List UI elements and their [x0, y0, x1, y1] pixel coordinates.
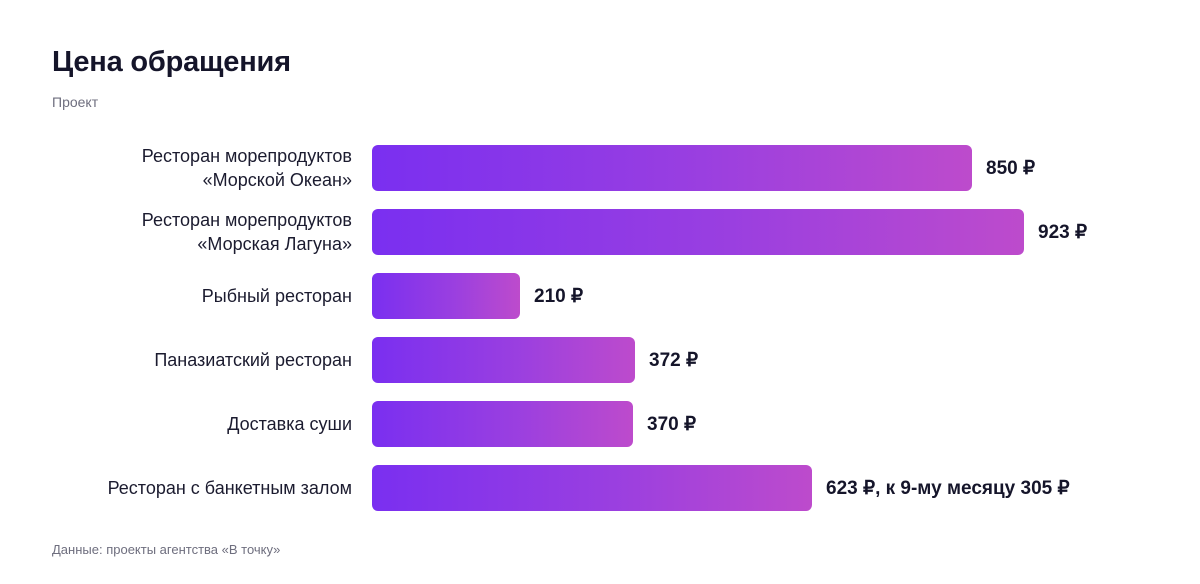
bar: [372, 401, 633, 447]
value-label: 923 ₽: [1038, 221, 1088, 243]
data-source-note: Данные: проекты агентства «В точку»: [52, 542, 281, 557]
value-label: 370 ₽: [647, 413, 697, 435]
bar: [372, 273, 520, 319]
bar-row: Рыбный ресторан 210 ₽: [0, 273, 1200, 319]
value-label: 623 ₽, к 9-му месяцу 305 ₽: [826, 477, 1070, 499]
category-label: Ресторан морепродуктов «Морская Лагуна»: [141, 210, 352, 254]
category-label: Рыбный ресторан: [201, 286, 352, 306]
value-label: 210 ₽: [534, 285, 584, 307]
bar: [372, 145, 972, 191]
bar-row: Ресторан морепродуктов «Морской Океан» 85…: [0, 145, 1200, 191]
bar-row: Доставка суши 370 ₽: [0, 401, 1200, 447]
bar-row: Паназиатский ресторан 372 ₽: [0, 337, 1200, 383]
bar: [372, 209, 1024, 255]
bar-row: Ресторан морепродуктов «Морская Лагуна» 9…: [0, 209, 1200, 255]
category-label: Доставка суши: [227, 414, 352, 434]
chart-title: Цена обращения: [52, 46, 291, 78]
bar: [372, 337, 635, 383]
chart-subtitle: Проект: [52, 94, 99, 110]
value-label: 372 ₽: [649, 349, 699, 371]
value-label: 850 ₽: [986, 157, 1036, 179]
category-label: Ресторан морепродуктов «Морской Океан»: [141, 146, 352, 190]
category-label: Ресторан с банкетным залом: [107, 478, 352, 498]
category-label: Паназиатский ресторан: [154, 350, 352, 370]
bar: [372, 465, 812, 511]
bar-row: Ресторан с банкетным залом 623 ₽, к 9-му …: [0, 465, 1200, 511]
